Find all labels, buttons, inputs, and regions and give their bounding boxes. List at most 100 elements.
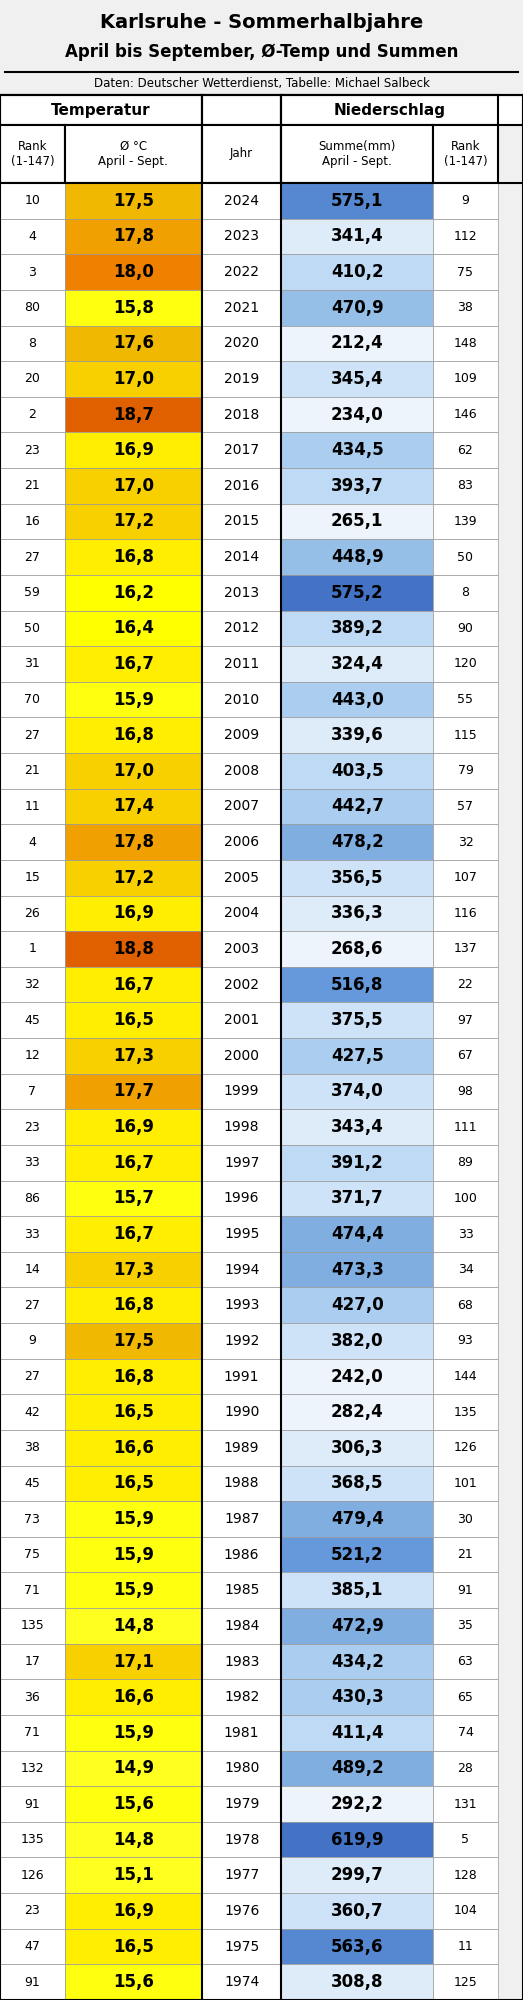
Bar <box>65 1252 202 1288</box>
Bar <box>433 1750 498 1786</box>
Bar <box>202 1714 281 1750</box>
Text: 74: 74 <box>458 1726 473 1740</box>
Text: 410,2: 410,2 <box>331 264 383 282</box>
Text: 17,2: 17,2 <box>113 512 154 530</box>
Bar <box>433 1074 498 1110</box>
Bar <box>65 1608 202 1644</box>
Text: 16: 16 <box>25 514 40 528</box>
Bar <box>433 1608 498 1644</box>
Text: 86: 86 <box>25 1192 40 1204</box>
Text: 128: 128 <box>453 1868 477 1882</box>
Text: 28: 28 <box>458 1762 473 1774</box>
Bar <box>433 1536 498 1572</box>
Text: 374,0: 374,0 <box>331 1082 383 1100</box>
Bar <box>0 468 65 504</box>
Text: 1977: 1977 <box>224 1868 259 1882</box>
Bar <box>0 1180 65 1216</box>
Text: 1989: 1989 <box>224 1440 259 1454</box>
Bar <box>202 1216 281 1252</box>
Bar <box>202 574 281 610</box>
Bar <box>0 754 65 788</box>
Bar <box>0 1502 65 1536</box>
Text: 18,0: 18,0 <box>113 264 154 282</box>
Text: 2011: 2011 <box>224 656 259 670</box>
Text: 21: 21 <box>25 764 40 778</box>
Bar <box>202 788 281 824</box>
Bar <box>65 932 202 966</box>
Text: 324,4: 324,4 <box>331 654 384 672</box>
Text: 115: 115 <box>453 728 477 742</box>
Bar <box>433 574 498 610</box>
Text: 1999: 1999 <box>224 1084 259 1098</box>
Text: 1991: 1991 <box>224 1370 259 1384</box>
Text: 27: 27 <box>25 728 40 742</box>
Text: 1993: 1993 <box>224 1298 259 1312</box>
Text: 55: 55 <box>458 694 473 706</box>
Text: 65: 65 <box>458 1690 473 1704</box>
Bar <box>0 896 65 932</box>
Text: 442,7: 442,7 <box>331 798 384 816</box>
Text: 1984: 1984 <box>224 1618 259 1632</box>
Text: 17: 17 <box>25 1656 40 1668</box>
Text: 16,9: 16,9 <box>113 904 154 922</box>
Bar <box>281 718 433 754</box>
Bar <box>433 824 498 860</box>
Text: 104: 104 <box>453 1904 477 1918</box>
Bar <box>0 646 65 682</box>
Bar <box>0 788 65 824</box>
Text: 16,9: 16,9 <box>113 442 154 460</box>
Bar <box>0 1288 65 1324</box>
Text: 14,8: 14,8 <box>113 1830 154 1848</box>
Text: 21: 21 <box>458 1548 473 1562</box>
Bar <box>281 1786 433 1822</box>
Text: 75: 75 <box>458 266 473 278</box>
Bar <box>202 1324 281 1358</box>
Text: 83: 83 <box>458 480 473 492</box>
Text: 50: 50 <box>25 622 40 634</box>
Bar <box>0 1822 65 1858</box>
Bar <box>281 1894 433 1928</box>
Bar <box>202 646 281 682</box>
Bar <box>202 1502 281 1536</box>
Text: 16,8: 16,8 <box>113 726 154 744</box>
Bar <box>433 966 498 1002</box>
Text: 2024: 2024 <box>224 194 259 208</box>
Bar <box>281 218 433 254</box>
Bar <box>202 896 281 932</box>
Bar <box>65 1680 202 1714</box>
Text: 126: 126 <box>453 1442 477 1454</box>
Bar <box>65 1858 202 1894</box>
Text: 16,5: 16,5 <box>113 1012 154 1030</box>
Text: 427,0: 427,0 <box>331 1296 383 1314</box>
Text: Temperatur: Temperatur <box>51 102 151 118</box>
Bar <box>433 1928 498 1964</box>
Text: April bis September, Ø-Temp und Summen: April bis September, Ø-Temp und Summen <box>65 42 458 60</box>
Bar <box>433 1858 498 1894</box>
Text: 2021: 2021 <box>224 300 259 314</box>
Bar <box>281 396 433 432</box>
Bar <box>433 860 498 896</box>
Text: 15,8: 15,8 <box>113 298 154 316</box>
Text: 448,9: 448,9 <box>331 548 383 566</box>
Text: 14,8: 14,8 <box>113 1616 154 1634</box>
Bar <box>433 1394 498 1430</box>
Text: 17,6: 17,6 <box>113 334 154 352</box>
Text: 59: 59 <box>25 586 40 600</box>
Bar <box>202 1680 281 1714</box>
Bar <box>281 1038 433 1074</box>
Text: 12: 12 <box>25 1050 40 1062</box>
Bar <box>0 1608 65 1644</box>
Text: 15,9: 15,9 <box>113 1724 154 1742</box>
Text: 2010: 2010 <box>224 692 259 706</box>
Bar <box>0 1324 65 1358</box>
Bar <box>433 1894 498 1928</box>
Text: 135: 135 <box>20 1834 44 1846</box>
Text: 27: 27 <box>25 1370 40 1384</box>
Text: 1995: 1995 <box>224 1228 259 1242</box>
Bar <box>0 362 65 396</box>
Text: 9: 9 <box>28 1334 37 1348</box>
Bar <box>202 1144 281 1180</box>
Bar <box>65 326 202 362</box>
Bar <box>433 184 498 218</box>
Bar <box>202 610 281 646</box>
